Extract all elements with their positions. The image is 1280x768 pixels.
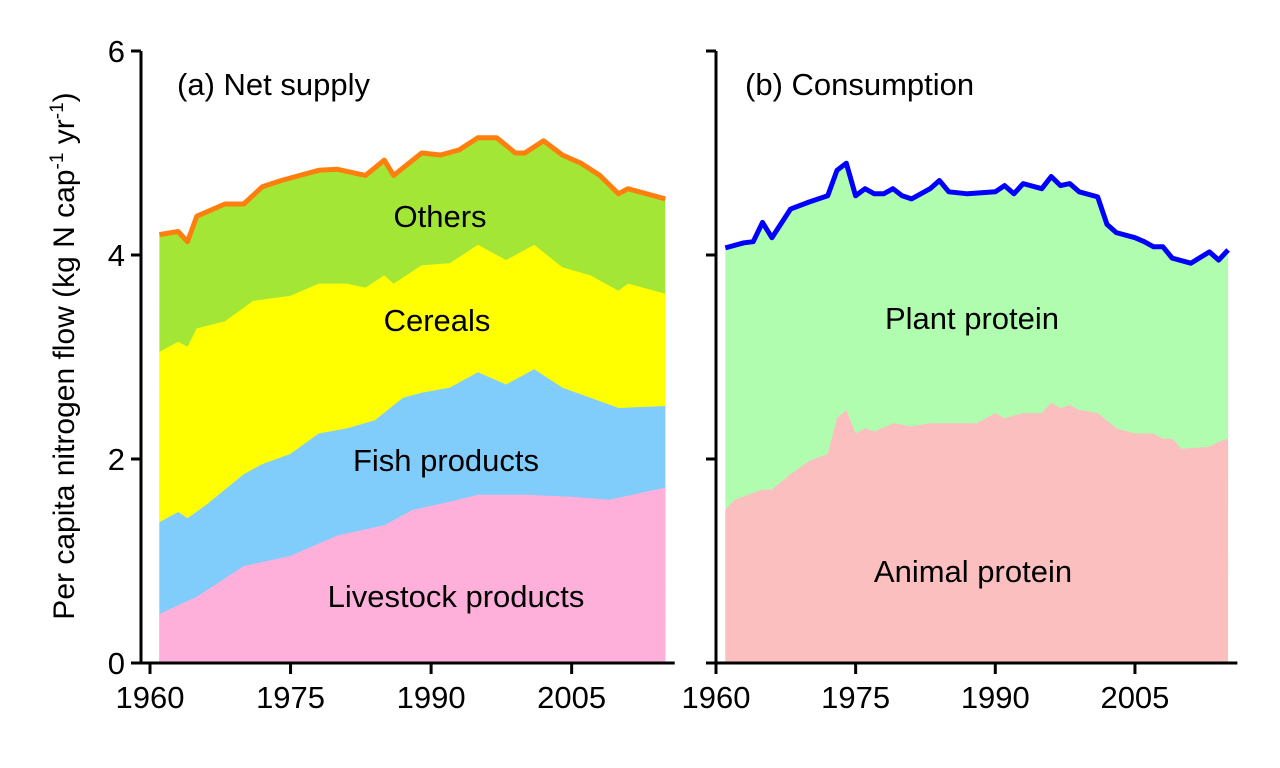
x-tick-label: 2005 (537, 680, 606, 715)
x-tick-label: 1975 (256, 680, 325, 715)
label-others: Others (393, 199, 486, 234)
x-tick-label: 1990 (397, 680, 466, 715)
y-tick-label: 6 (108, 34, 125, 69)
y-tick-label: 4 (108, 238, 125, 273)
panel-net-supply: 0 2 4 6 1960 1975 1990 2005 (108, 34, 675, 715)
y-tick-label: 2 (108, 442, 125, 477)
label-livestock-products: Livestock products (328, 579, 585, 614)
y-axis-label: Per capita nitrogen flow (kg N cap-1 yr-… (47, 92, 81, 619)
x-tick-label: 1960 (682, 680, 751, 715)
label-cereals: Cereals (384, 303, 491, 338)
label-plant-protein: Plant protein (885, 301, 1059, 336)
total-line (158, 135, 666, 245)
area-animal-protein (725, 402, 1229, 663)
x-tick-label: 1960 (116, 680, 185, 715)
label-animal-protein: Animal protein (874, 554, 1072, 589)
panel-b-title: (b) Consumption (745, 67, 974, 102)
y-tick-label: 0 (108, 646, 125, 681)
panel-consumption: 1960 1975 1990 2005 (682, 49, 1238, 715)
x-tick-label: 1990 (961, 680, 1030, 715)
x-tick-label: 1975 (821, 680, 890, 715)
x-tick-label: 2005 (1100, 680, 1169, 715)
area-livestock-products (159, 487, 666, 663)
label-fish-products: Fish products (353, 443, 539, 478)
panel-a-title: (a) Net supply (177, 67, 370, 102)
total-line (724, 160, 1230, 266)
